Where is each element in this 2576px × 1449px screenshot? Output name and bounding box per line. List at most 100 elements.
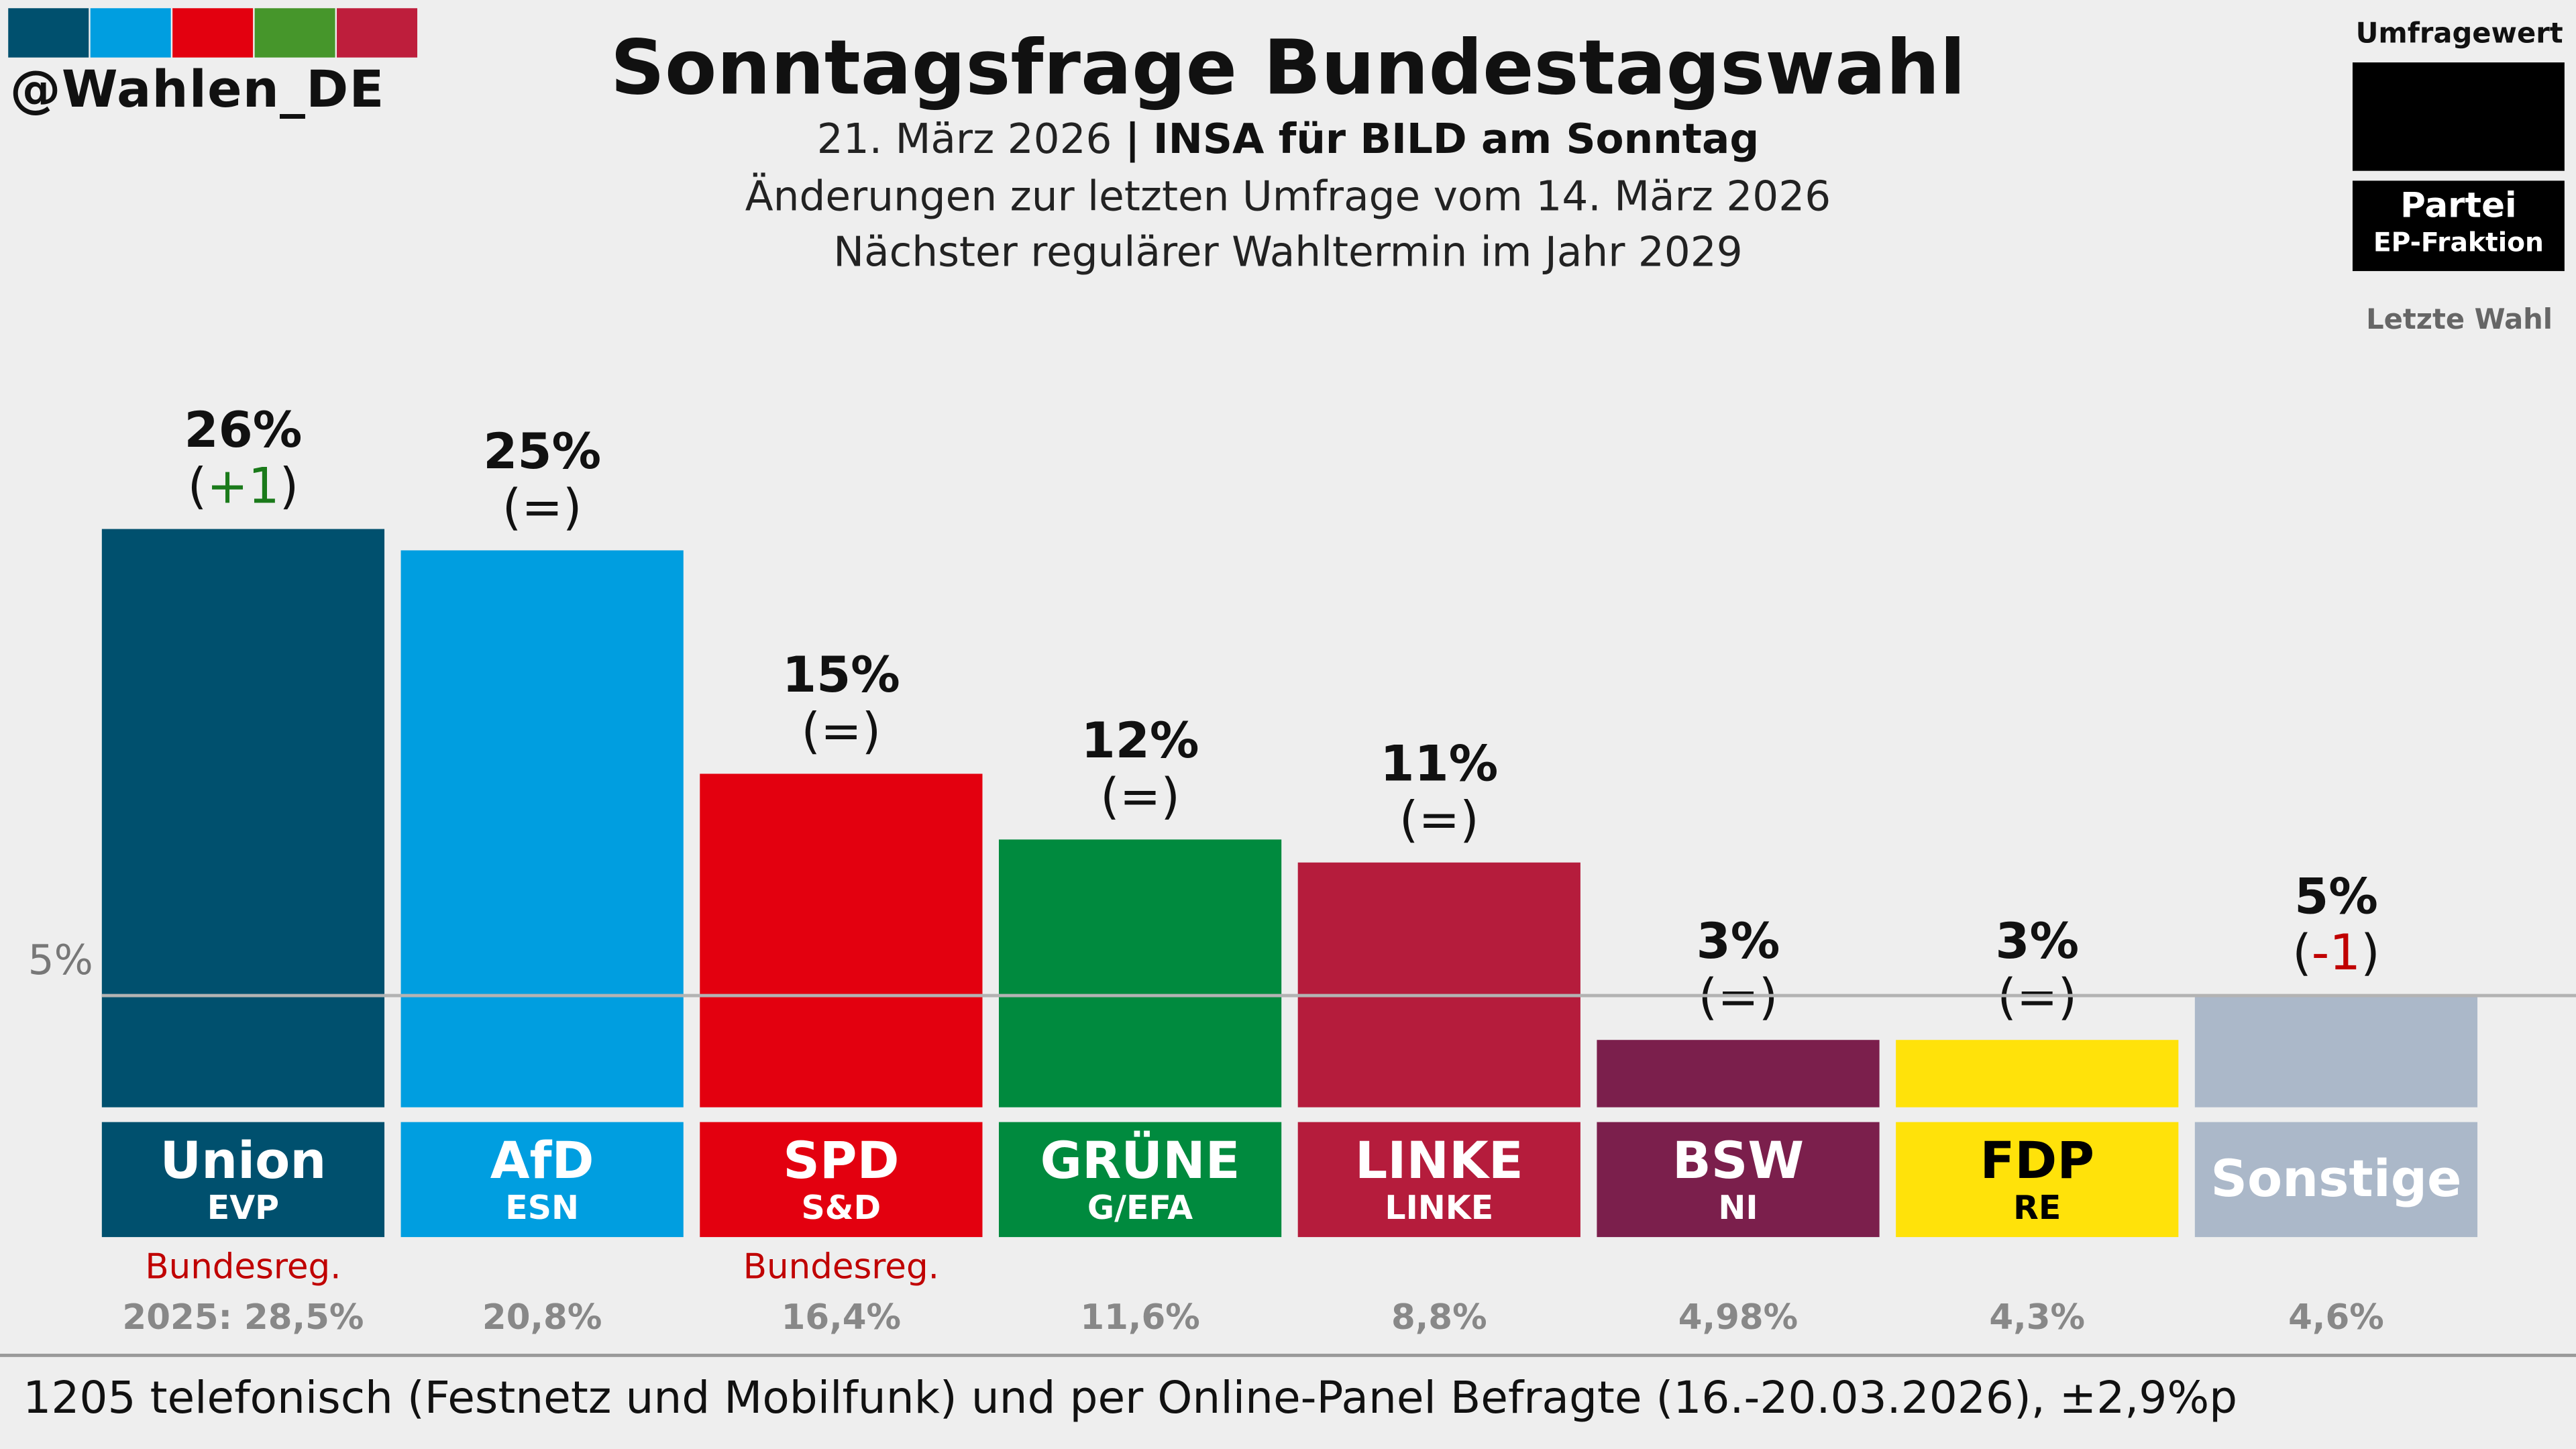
footer-separator (0, 1353, 2576, 1357)
legend-poll-value-box (2352, 62, 2565, 171)
ep-group-name: LINKE (1385, 1187, 1494, 1228)
logo-block-3 (172, 8, 254, 58)
logo-block-1 (8, 8, 89, 58)
change-close-paren: ) (1758, 969, 1778, 1028)
change-delta: +1 (207, 458, 280, 516)
account-handle: @Wahlen_DE (9, 60, 385, 120)
party-name: FDP (1980, 1132, 2094, 1191)
party-name: LINKE (1354, 1132, 1523, 1191)
legend-last-election-label: Letzte Wahl (2366, 304, 2553, 337)
change-open-paren: ( (1399, 792, 1419, 849)
last-election-label-gr-ne: 11,6% (1080, 1297, 1200, 1338)
bar-afd (400, 551, 684, 1108)
party-label-bsw: BSW NI (1597, 1122, 1880, 1238)
party-label-sonstige: Sonstige (2194, 1122, 2478, 1238)
change-delta: = (1418, 792, 1460, 849)
last-election-label-sonstige: 4,6% (2288, 1297, 2384, 1338)
party-label-gr-ne: GRÜNE G/EFA (998, 1122, 1282, 1238)
last-election-label-fdp: 4,3% (1989, 1297, 2086, 1338)
change-label-gr-ne: (=) (982, 769, 1297, 827)
poll-source-line: 21. März 2026 | INSA für BILD am Sonntag (0, 115, 2576, 162)
party-label-afd: AfD ESN (400, 1122, 684, 1238)
party-name: AfD (490, 1132, 594, 1191)
change-label-sonstige: (-1) (2178, 925, 2493, 983)
value-label-gr-ne: 12% (1081, 713, 1199, 771)
change-open-paren: ( (1997, 969, 2017, 1028)
change-close-paren: ) (2057, 969, 2078, 1028)
last-election-label-spd: 16,4% (781, 1297, 902, 1338)
bar-spd (700, 773, 983, 1108)
legend-party-label: Partei (2400, 185, 2517, 225)
last-election-label-linke: 8,8% (1391, 1297, 1487, 1338)
change-label-linke: (=) (1281, 792, 1597, 849)
change-delta: = (2016, 969, 2058, 1028)
value-label-union: 26% (184, 402, 303, 460)
ep-group-name: EVP (207, 1187, 280, 1228)
change-open-paren: ( (502, 480, 522, 538)
logo-block-2 (90, 8, 171, 58)
poll-institute: INSA für BILD am Sonntag (1152, 115, 1760, 163)
legend-group-label: EP-Fraktion (2373, 226, 2544, 258)
change-label-fdp: (=) (1880, 971, 2195, 1027)
change-open-paren: ( (187, 458, 207, 516)
party-name: SPD (783, 1132, 900, 1191)
bar-linke (1297, 862, 1580, 1108)
party-name: Union (160, 1132, 327, 1191)
value-label-fdp: 3% (1995, 914, 2080, 972)
legend-poll-value-label: Umfragewert (2355, 17, 2563, 51)
changes-note: Änderungen zur letzten Umfrage vom 14. M… (745, 172, 1831, 221)
last-election-label-union: 2025: 28,5% (122, 1297, 364, 1338)
value-label-linke: 11% (1380, 735, 1499, 794)
ep-group-name: NI (1718, 1187, 1758, 1228)
last-election-label-bsw: 4,98% (1678, 1297, 1799, 1338)
value-label-afd: 25% (483, 424, 602, 482)
logo-block-5 (337, 8, 418, 58)
change-close-paren: ) (2361, 925, 2380, 983)
change-delta: = (820, 702, 862, 761)
ep-group-name: S&D (801, 1187, 881, 1228)
change-label-union: (+1) (85, 458, 400, 516)
ep-group-name: RE (2013, 1187, 2061, 1228)
value-label-spd: 15% (782, 647, 900, 705)
party-name: GRÜNE (1040, 1132, 1240, 1191)
change-open-paren: ( (801, 702, 821, 761)
change-delta: = (521, 480, 563, 538)
party-label-fdp: FDP RE (1896, 1122, 2179, 1238)
change-delta: -1 (2311, 925, 2361, 983)
chart-title: Sonntagsfrage Bundestagswahl (610, 23, 1966, 112)
source-separator: | (1125, 115, 1140, 163)
party-label-union: Union EVP (101, 1122, 385, 1238)
five-percent-reference-label: 5% (28, 936, 93, 984)
poll-date: 21. März 2026 (816, 115, 1112, 163)
last-election-label-afd: 20,8% (482, 1297, 602, 1338)
change-close-paren: ) (1161, 769, 1181, 827)
change-close-paren: ) (1460, 792, 1479, 849)
party-label-spd: SPD S&D (700, 1122, 983, 1238)
change-delta: = (1717, 969, 1759, 1028)
change-label-bsw: (=) (1580, 971, 1896, 1027)
ep-group-name: G/EFA (1087, 1187, 1193, 1228)
government-label-spd: Bundesreg. (743, 1246, 939, 1287)
party-name: BSW (1672, 1132, 1805, 1191)
bar-sonstige (2194, 996, 2478, 1108)
change-label-afd: (=) (384, 480, 700, 538)
value-label-bsw: 3% (1696, 914, 1780, 972)
bar-union (101, 528, 385, 1108)
change-close-paren: ) (861, 702, 881, 761)
ep-group-name: ESN (505, 1187, 580, 1228)
logo-block-4 (254, 8, 335, 58)
methodology-footer: 1205 telefonisch (Festnetz und Mobilfunk… (23, 1373, 2238, 1425)
party-name: Sonstige (2210, 1150, 2462, 1210)
change-open-paren: ( (2292, 925, 2312, 983)
next-election-note: Nächster regulärer Wahltermin im Jahr 20… (833, 228, 1743, 276)
legend-party-box: Partei EP-Fraktion (2352, 180, 2565, 272)
change-delta: = (1119, 769, 1161, 827)
value-label-sonstige: 5% (2294, 869, 2378, 927)
bar-fdp (1896, 1040, 2179, 1108)
change-open-paren: ( (1698, 969, 1718, 1028)
five-percent-reference-line (101, 994, 2576, 998)
change-close-paren: ) (562, 480, 582, 538)
party-label-linke: LINKE LINKE (1297, 1122, 1580, 1238)
change-label-spd: (=) (684, 704, 999, 760)
